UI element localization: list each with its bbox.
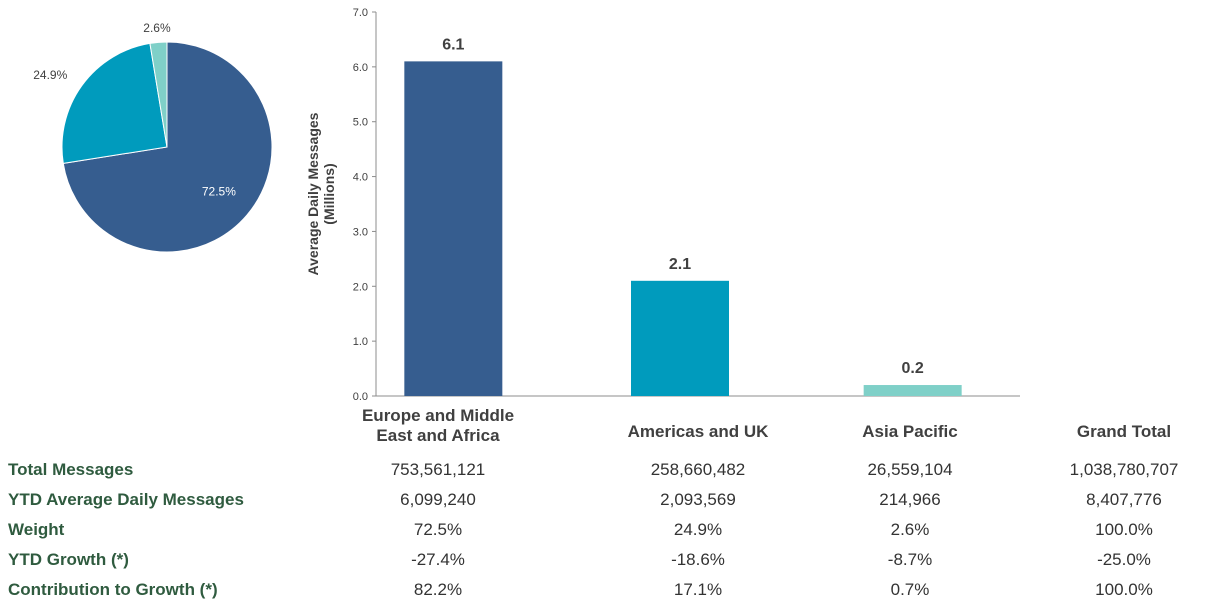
table-cell: 82.2% <box>413 580 463 599</box>
column-header-line: Americas and UK <box>627 422 769 441</box>
pie-slice-label: 24.9% <box>33 68 67 82</box>
table-cell: 100.0% <box>1095 580 1153 599</box>
y-axis-title-line: (Millions) <box>321 163 337 224</box>
row-label-weight: Weight <box>8 520 65 539</box>
table-cell: 0.7% <box>890 580 930 599</box>
column-header-line: East and Africa <box>376 426 500 445</box>
table-cell: -25.0% <box>1097 550 1151 569</box>
table-cell: 6,099,240 <box>400 490 476 509</box>
table-cell: 214,966 <box>879 490 941 509</box>
pie-slice <box>149 41 168 148</box>
y-tick-label: 1.0 <box>353 336 368 348</box>
y-tick-label: 2.0 <box>353 281 368 293</box>
table-cell: 1,038,780,707 <box>1069 460 1179 479</box>
bar-chart: 0.0 1.0 2.0 3.0 4.0 5.0 6.0 7.0 Average Daily Me… <box>305 7 1020 403</box>
y-tick-label: 7.0 <box>353 7 368 19</box>
row-label-ytd-growth: YTD Growth (*) <box>8 550 129 569</box>
table-cell: 753,561,121 <box>390 460 486 479</box>
column-header-line: Europe and Middle <box>361 406 515 425</box>
pie-slice-label: 72.5% <box>202 184 236 198</box>
y-axis-title-line: Average Daily Messages <box>305 112 321 275</box>
row-label-total-messages: Total Messages <box>8 460 134 479</box>
bar-data-label: 6.1 <box>442 36 464 53</box>
pie-slice <box>61 42 168 164</box>
bar <box>631 280 729 396</box>
table-cell: 72.5% <box>413 520 463 539</box>
table-cell: 8,407,776 <box>1086 490 1162 509</box>
table-cell: 2.6% <box>890 520 930 539</box>
table-cell: 17.1% <box>673 580 723 599</box>
column-header-europe: Europe and Middle East and Africa <box>344 406 532 446</box>
y-tick-label: 5.0 <box>353 117 368 129</box>
table-cell: 24.9% <box>673 520 723 539</box>
pie-chart: 72.5% 24.9% 2.6% <box>33 21 273 253</box>
pie-slice <box>62 41 273 253</box>
pie-slice-label: 2.6% <box>143 21 171 35</box>
table-cell: 26,559,104 <box>867 460 953 479</box>
row-label-ytd-average-daily-messages: YTD Average Daily Messages <box>8 490 244 509</box>
column-header-asia: Asia Pacific <box>820 422 1000 442</box>
bar-data-label: 0.2 <box>902 360 924 377</box>
column-header-grand-total: Grand Total <box>1044 422 1204 442</box>
bar <box>404 61 503 396</box>
table-cell: -27.4% <box>411 550 465 569</box>
table-cell: 258,660,482 <box>650 460 746 479</box>
bar-data-label: 2.1 <box>669 256 691 273</box>
column-header-line: Grand Total <box>1076 422 1172 441</box>
table-cell: 100.0% <box>1095 520 1153 539</box>
y-axis-title: Average Daily Messages (Millions) <box>305 112 337 275</box>
y-tick-label: 6.0 <box>353 62 368 74</box>
column-header-americas: Americas and UK <box>588 422 808 442</box>
column-header-line: Asia Pacific <box>862 422 958 441</box>
row-label-contribution-to-growth: Contribution to Growth (*) <box>8 580 218 599</box>
table-cell: -18.6% <box>671 550 725 569</box>
y-tick-label: 4.0 <box>353 172 368 184</box>
table-cell: 2,093,569 <box>660 490 736 509</box>
table-cell: -8.7% <box>887 550 933 569</box>
y-tick-label: 3.0 <box>353 226 368 238</box>
bar <box>863 385 962 396</box>
y-tick-label: 0.0 <box>353 391 368 403</box>
